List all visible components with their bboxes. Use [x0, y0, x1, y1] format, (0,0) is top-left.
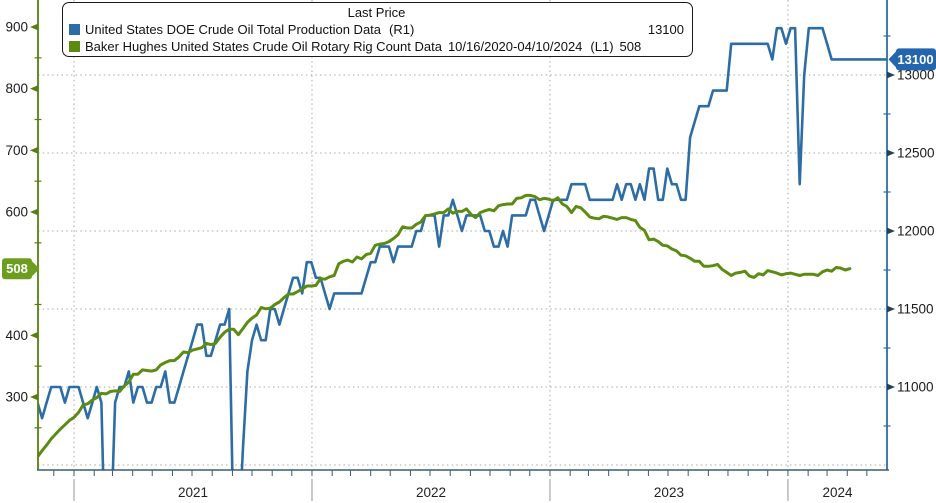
left-axis-label: 700 — [5, 143, 28, 158]
left-axis-label: 900 — [5, 20, 28, 35]
year-label: 2021 — [178, 485, 208, 500]
svg-text:508: 508 — [6, 261, 28, 276]
left-axis-ticks: 900 800 700 600 400 300 — [5, 20, 42, 429]
year-label: 2022 — [416, 485, 446, 500]
production-series-label: United States DOE Crude Oil Total Produc… — [85, 22, 382, 37]
rigcount-series-label: Baker Hughes United States Crude Oil Rot… — [85, 39, 442, 54]
left-axis-label: 600 — [5, 205, 28, 220]
legend-title: Last Price — [347, 5, 406, 20]
right-axis-label: 12500 — [897, 146, 935, 161]
production-axis-tag: (R1) — [389, 22, 415, 37]
production-line — [38, 26, 887, 470]
rigcount-date-range: 10/16/2020-04/10/2024 — [447, 39, 583, 54]
rigcount-last-value: 508 — [619, 39, 642, 54]
year-label: 2023 — [654, 485, 684, 500]
right-axis-label: 13000 — [897, 68, 935, 83]
rigcount-axis-tag: (L1) — [590, 39, 614, 54]
production-last-price-tag: 13100 — [888, 48, 936, 71]
right-axis-ticks: 13000 12500 12000 11500 11000 — [883, 35, 935, 427]
gridlines — [38, 0, 887, 470]
left-axis-label: 400 — [5, 328, 28, 343]
production-last-value: 13100 — [647, 22, 684, 37]
rig-count-last-price-tag: 508 — [2, 258, 40, 280]
month-ticks — [53, 470, 868, 476]
right-axis-label: 11500 — [897, 302, 934, 317]
chart-legend: Last Price United States DOE Crude Oil T… — [62, 2, 693, 57]
rig-count-line — [38, 193, 852, 459]
legend-row-production: United States DOE Crude Oil Total Produc… — [69, 21, 684, 38]
year-label: 2024 — [822, 485, 853, 500]
right-axis-label: 12000 — [897, 224, 935, 239]
year-axis: 2021 2022 2023 2024 — [73, 479, 853, 501]
right-axis-label: 11000 — [897, 380, 934, 395]
svg-text:13100: 13100 — [897, 52, 933, 67]
left-axis-label: 300 — [5, 390, 28, 405]
rigcount-series-swatch — [69, 41, 80, 52]
legend-row-rigcount: Baker Hughes United States Crude Oil Rot… — [69, 38, 684, 55]
left-axis-label: 800 — [5, 81, 28, 96]
production-series-swatch — [69, 24, 80, 35]
